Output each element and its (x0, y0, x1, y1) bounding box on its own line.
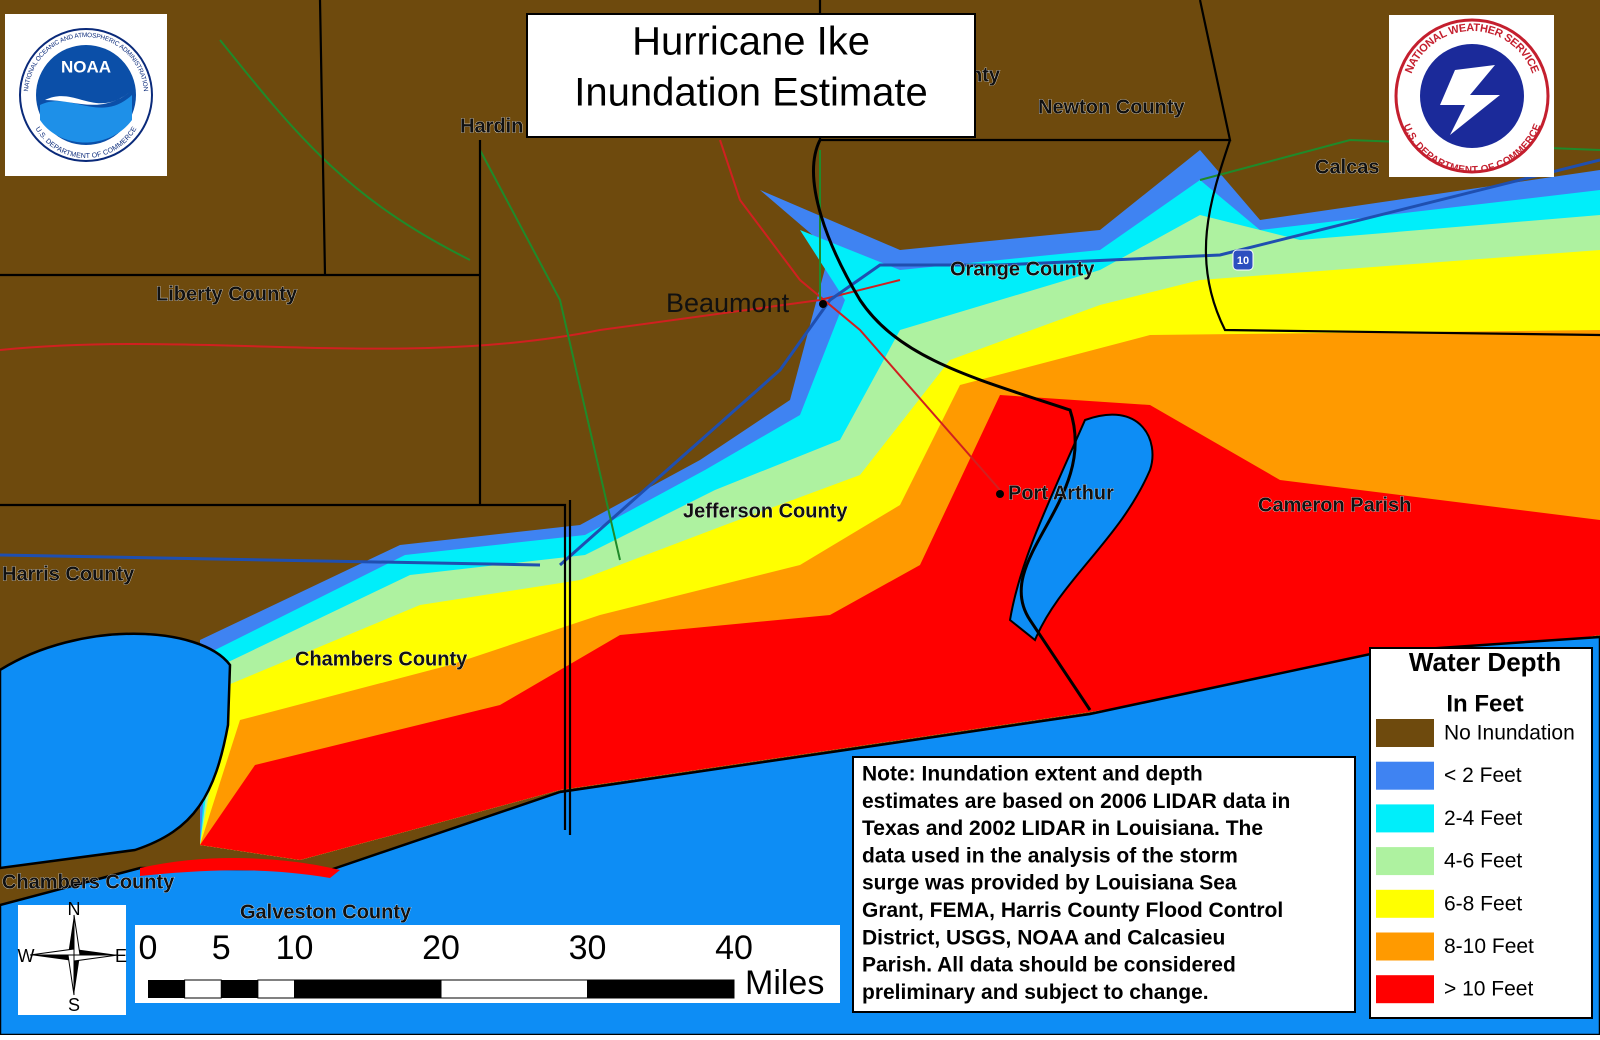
place-label: Galveston County (240, 901, 412, 923)
title: Inundation Estimate (574, 71, 928, 115)
note-line: Texas and 2002 LIDAR in Louisiana. The (862, 817, 1263, 840)
sabine-lake (1008, 413, 1154, 642)
scale-label: 0 (139, 929, 158, 967)
note-line: data used in the analysis of the storm (862, 844, 1238, 867)
city-label: Port Arthur (1008, 482, 1114, 504)
legend-label: 4-6 Feet (1444, 850, 1522, 873)
legend-swatch (1376, 847, 1434, 876)
road (219, 39, 1600, 561)
legend-swatch (1376, 719, 1434, 747)
note: Note: Inundation extent and depth estimat… (862, 763, 1290, 1004)
note-line: estimates are based on 2006 LIDAR data i… (862, 790, 1290, 813)
legend-label: < 2 Feet (1444, 764, 1522, 787)
scale-label: 30 (569, 929, 607, 967)
highway-shield (1232, 249, 1254, 271)
compass-e: E (115, 946, 127, 966)
noaa-abbr: NOAA (61, 57, 111, 76)
scale-segment (148, 980, 185, 998)
galveston-island (140, 858, 340, 878)
place-label: Chambers County (295, 648, 468, 670)
legend-label: > 10 Feet (1444, 978, 1533, 1001)
bay (0, 632, 232, 870)
note-line: Note: Inundation extent and depth (862, 763, 1203, 786)
legend-label: 8-10 Feet (1444, 935, 1534, 958)
scale-bar: 0 5 10 20 30 40 (139, 929, 753, 999)
scale-label: 5 (212, 929, 231, 967)
compass-s: S (68, 995, 80, 1015)
roads (0, 39, 1600, 567)
legend-swatch (1376, 932, 1434, 961)
scale-unit: Miles (745, 964, 824, 1002)
note-line: surge was provided by Louisiana Sea (862, 872, 1237, 895)
title-box (526, 13, 976, 138)
noaa-gull (45, 92, 130, 105)
legend-label: 6-8 Feet (1444, 892, 1522, 915)
legend-title: Water Depth (1409, 647, 1561, 677)
compass-rose (29, 914, 119, 996)
state-line (812, 139, 1092, 711)
city-dot (996, 490, 1004, 498)
legend-label: No Inundation (1444, 722, 1575, 745)
scale-segment (440, 979, 588, 999)
legend-items: No Inundation < 2 Feet 2-4 Feet 4-6 Feet 6-8… (1376, 719, 1575, 1004)
scale-label: 20 (422, 929, 460, 967)
inundation-area (200, 395, 1600, 860)
noaa-gull (40, 95, 132, 143)
legend-swatch (1376, 975, 1434, 1004)
road (719, 139, 1001, 491)
scale-segment (221, 980, 258, 998)
note-line: District, USGS, NOAA and Calcasieu (862, 926, 1225, 949)
place-label: Liberty County (156, 283, 298, 305)
legend-swatch (1376, 889, 1434, 918)
scale-segment (294, 979, 442, 999)
road (0, 279, 901, 351)
legend-title: In Feet (1446, 690, 1523, 717)
place-label: nty (970, 64, 1001, 86)
place-label: Cameron Parish (1258, 494, 1411, 516)
city-label: Beaumont (666, 288, 790, 318)
highway-number: 10 (1237, 255, 1249, 267)
place-label: Newton County (1038, 96, 1186, 118)
scale-segment (257, 979, 295, 999)
title: Hurricane Ike (632, 20, 870, 64)
place-label: Harris County (2, 563, 135, 585)
scale-segment (587, 979, 735, 999)
interstate (0, 553, 541, 567)
compass-n: N (68, 899, 81, 919)
compass-w: W (18, 946, 35, 966)
place-label: Hardin (460, 115, 523, 137)
legend-swatch (1376, 761, 1434, 790)
note-line: Parish. All data should be considered (862, 954, 1236, 977)
legend-label: 2-4 Feet (1444, 807, 1522, 830)
scale-label: 10 (276, 929, 314, 967)
city-dot (819, 300, 827, 308)
county-line (0, 0, 572, 835)
place-label: Chambers County (2, 871, 175, 893)
nws-bolt (1440, 65, 1500, 135)
note-line: Grant, FEMA, Harris County Flood Control (862, 899, 1283, 922)
place-label: Orange County (950, 258, 1095, 280)
interstate (559, 158, 1600, 567)
scale-label: 40 (715, 929, 753, 967)
scale-segment (184, 979, 222, 999)
place-label: Calcas (1315, 156, 1380, 178)
place-label: Jefferson County (683, 500, 848, 522)
legend-swatch (1376, 804, 1434, 833)
note-box (852, 756, 1356, 1013)
note-line: preliminary and subject to change. (862, 981, 1209, 1004)
